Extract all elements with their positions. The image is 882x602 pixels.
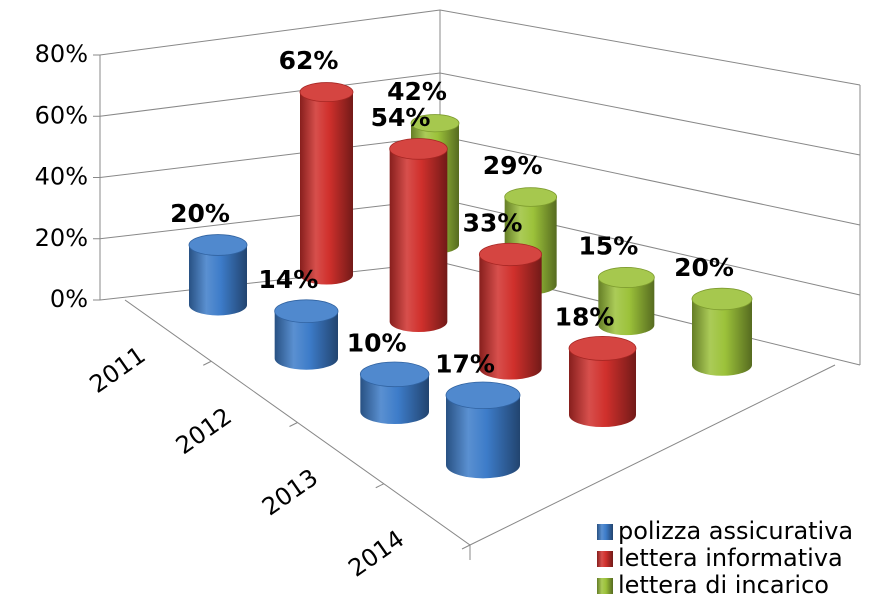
bar (300, 92, 353, 285)
x-tick (461, 544, 471, 550)
bar-top (478, 242, 543, 267)
value-label: 62% (279, 46, 339, 75)
cylinder (274, 299, 339, 370)
grid-line (99, 72, 861, 156)
bar (446, 395, 520, 479)
bar (274, 311, 338, 370)
cylinder (691, 287, 753, 376)
x-tick (203, 360, 212, 366)
cylinder (359, 361, 430, 425)
bar (598, 277, 655, 336)
x-tick-label: 2013 (257, 463, 323, 521)
bar-top (568, 335, 637, 361)
cylinder (445, 381, 521, 479)
bar (360, 374, 429, 425)
bar (569, 348, 636, 428)
x-tick-label: 2014 (343, 525, 409, 583)
x-tick-label: 2011 (85, 341, 151, 399)
cylinder (389, 138, 448, 333)
value-label: 17% (435, 349, 495, 378)
cylinder (299, 82, 354, 285)
bar-top (188, 234, 248, 256)
y-tick-label: 0% (50, 285, 88, 313)
legend-swatch (597, 551, 613, 567)
bar-top (389, 138, 448, 160)
x-tick (289, 422, 298, 427)
legend-label: polizza assicurativa (618, 517, 853, 545)
legend-swatch (597, 578, 613, 594)
bar (692, 299, 752, 376)
y-tick-label: 80% (35, 40, 88, 68)
value-label: 29% (483, 151, 543, 180)
value-label: 54% (371, 103, 431, 132)
value-label: 15% (578, 232, 638, 261)
x-tick (375, 483, 384, 489)
y-tick-label: 40% (35, 163, 88, 191)
grid-line (99, 9, 861, 86)
bar-top (445, 381, 521, 410)
bar-top (597, 267, 655, 288)
value-label: 33% (463, 208, 523, 237)
bar-top (299, 82, 354, 103)
x-tick-label: 2012 (171, 402, 237, 460)
value-label: 20% (170, 199, 230, 228)
cylinder (568, 335, 637, 428)
value-label: 42% (387, 77, 447, 106)
cylinder (478, 242, 543, 380)
bar-top (359, 361, 430, 388)
bar-top (410, 114, 460, 133)
bar (479, 254, 542, 380)
bar-top (274, 299, 339, 324)
y-tick-label: 20% (35, 224, 88, 252)
value-label: 14% (258, 265, 318, 294)
bar (389, 148, 448, 333)
value-label: 20% (674, 253, 734, 282)
bar-top (504, 187, 558, 207)
value-label: 10% (347, 328, 407, 357)
cylinder (597, 267, 655, 336)
bar (189, 245, 247, 316)
legend-label: lettera di incarico (618, 571, 829, 599)
y-tick-label: 60% (35, 101, 88, 129)
legend-label: lettera informativa (618, 544, 843, 572)
legend-swatch (597, 524, 613, 540)
value-label: 18% (555, 302, 615, 331)
bar-top (691, 287, 753, 311)
cylinder (188, 234, 248, 316)
